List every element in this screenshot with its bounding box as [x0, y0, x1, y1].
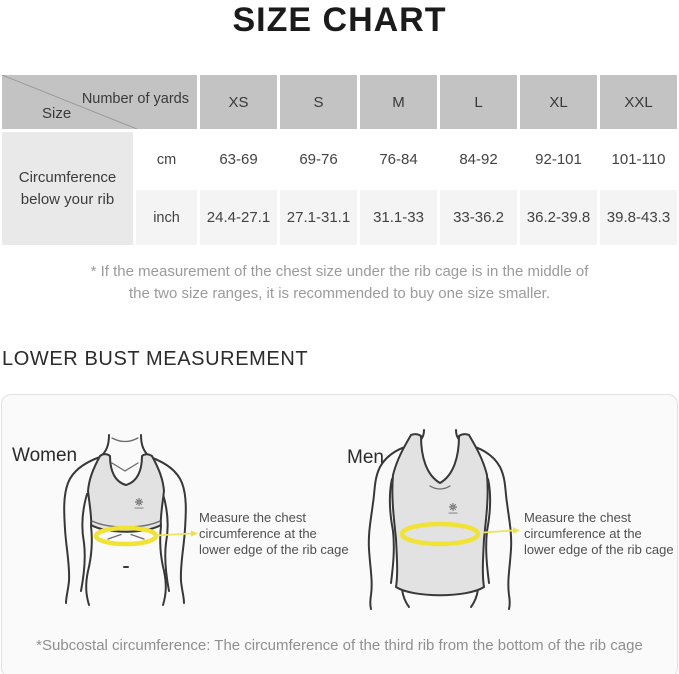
corner-top-label: Number of yards: [81, 91, 189, 107]
women-measure-line-3: lower edge of the rib cage: [199, 542, 349, 557]
men-measure-ellipse: [399, 521, 481, 547]
women-measure-arrow: [155, 532, 192, 537]
value-inch-xxl: 39.8-43.3: [600, 190, 677, 245]
value-cm-l: 84-92: [440, 132, 517, 187]
women-torso-illustration: [63, 434, 198, 606]
women-figure-label: Women: [12, 445, 78, 466]
column-header-xxl: XXL: [600, 75, 677, 129]
subcostal-footnote: *Subcostal circumference: The circumfere…: [36, 637, 643, 654]
men-measure-line-2: circumference at the: [524, 526, 642, 541]
men-figure-label: Men: [347, 447, 384, 468]
section-heading: LOWER BUST MEASUREMENT: [2, 348, 309, 370]
men-measure-line-3: lower edge of the rib cage: [524, 542, 674, 557]
column-header-xs: XS: [200, 75, 277, 129]
row-group-label: Circumference below your rib: [2, 132, 133, 245]
women-measure-text: Measure the chest circumference at the l…: [199, 510, 349, 558]
men-torso-illustration: [367, 429, 520, 610]
column-header-xl: XL: [520, 75, 597, 129]
size-note-line-2: the two size ranges, it is recommended t…: [128, 285, 551, 302]
unit-label-cm: cm: [136, 132, 197, 187]
value-inch-xs: 24.4-27.1: [200, 190, 277, 245]
column-header-m: M: [360, 75, 437, 129]
value-inch-l: 33-36.2: [440, 190, 517, 245]
value-cm-xl: 92-101: [520, 132, 597, 187]
value-inch-xl: 36.2-39.8: [520, 190, 597, 245]
measurement-panel: Women: [1, 394, 678, 674]
women-measure-line-2: circumference at the: [199, 526, 317, 541]
value-cm-s: 69-76: [280, 132, 357, 187]
men-measure-arrow: [482, 529, 514, 534]
value-inch-m: 31.1-33: [360, 190, 437, 245]
men-measure-line-1: Measure the chest: [524, 510, 631, 525]
value-cm-m: 76-84: [360, 132, 437, 187]
page-title: SIZE CHART: [232, 1, 447, 39]
corner-bottom-label: Size: [42, 105, 72, 122]
size-note: * If the measurement of the chest size u…: [0, 261, 679, 305]
diagonal-divider: [2, 75, 137, 129]
size-note-line-1: * If the measurement of the chest size u…: [90, 263, 589, 280]
brand-logo-icon: [448, 503, 458, 514]
value-cm-xs: 63-69: [200, 132, 277, 187]
brand-logo-icon: [134, 498, 144, 509]
value-inch-s: 27.1-31.1: [280, 190, 357, 245]
women-measure-line-1: Measure the chest: [199, 510, 306, 525]
men-measure-text: Measure the chest circumference at the l…: [524, 510, 674, 558]
table-corner-cell: Number of yards Size: [2, 75, 197, 129]
column-header-l: L: [440, 75, 517, 129]
unit-label-inch: inch: [136, 190, 197, 245]
value-cm-xxl: 101-110: [600, 132, 677, 187]
size-table: Number of yards Size XS S M L XL XXL Cir…: [2, 75, 677, 245]
women-measure-ellipse: [93, 525, 159, 547]
column-header-s: S: [280, 75, 357, 129]
